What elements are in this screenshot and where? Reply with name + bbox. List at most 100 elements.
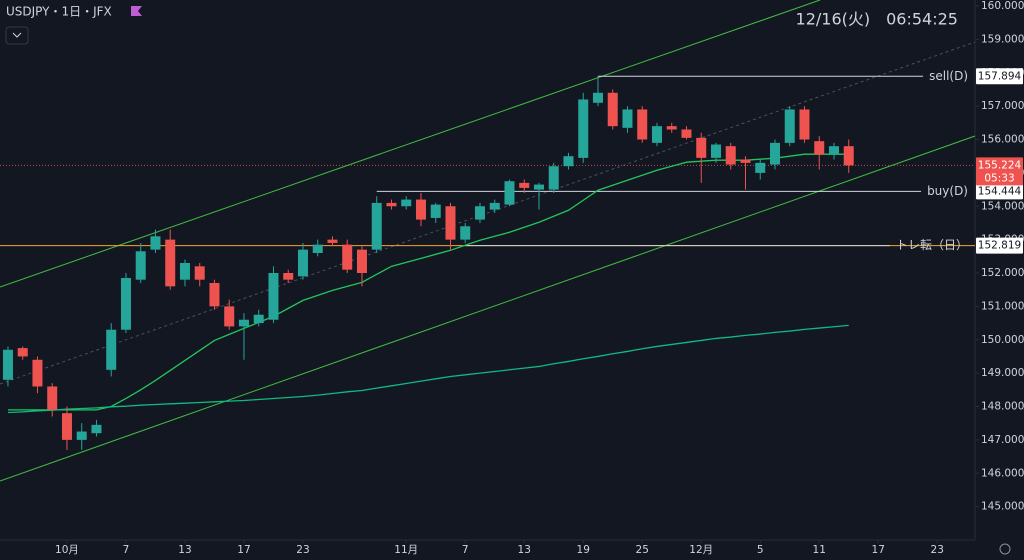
- price-tag: [976, 237, 1023, 254]
- x-tick-label: 23: [296, 544, 309, 556]
- y-tick-label: 157.000: [981, 100, 1024, 112]
- candle-body: [165, 239, 176, 287]
- y-tick-label: 152.000: [981, 267, 1024, 279]
- y-tick-label: 151.000: [981, 300, 1024, 312]
- candle-body: [445, 206, 456, 240]
- y-tick-label: 146.000: [981, 467, 1024, 479]
- candle-body: [769, 142, 780, 165]
- candle-body: [430, 204, 441, 218]
- price-tag-label: 152.819: [978, 240, 1021, 252]
- x-tick-label: 10月: [55, 544, 79, 556]
- candle-body: [179, 262, 190, 280]
- candle-body: [327, 239, 338, 243]
- candle-body: [224, 306, 235, 327]
- candle-body: [504, 181, 515, 205]
- x-tick-label: 11月: [394, 544, 418, 556]
- candle-body: [415, 199, 426, 220]
- candle-body: [592, 92, 603, 103]
- channel-lower: [0, 135, 976, 482]
- candle-body: [253, 314, 264, 324]
- y-tick-label: 149.000: [981, 367, 1024, 379]
- x-tick-label: 17: [872, 544, 885, 556]
- y-tick-label: 159.000: [981, 33, 1024, 45]
- x-tick-label: 11: [813, 544, 826, 556]
- candle-body: [637, 109, 648, 140]
- x-tick-label: 12月: [689, 544, 713, 556]
- candle-body: [533, 184, 544, 190]
- candle-body: [61, 413, 72, 440]
- candle-body: [740, 159, 751, 163]
- candle-body: [563, 156, 574, 167]
- price-tag-label: 154.444: [978, 185, 1022, 197]
- candle-body: [474, 206, 485, 220]
- x-tick-label: 23: [931, 544, 944, 556]
- candle-body: [710, 144, 721, 158]
- candle-body: [312, 244, 323, 253]
- last-price-label: 155.224: [978, 159, 1022, 171]
- moving-average: [7, 324, 849, 414]
- candle-body: [209, 283, 220, 307]
- candle-body: [622, 109, 633, 128]
- price-tag: [976, 68, 1023, 85]
- countdown: 05:33: [984, 172, 1014, 184]
- candle-body: [342, 244, 353, 270]
- y-tick-label: 145.000: [981, 501, 1024, 513]
- candle-body: [578, 99, 589, 158]
- channel-middle: [0, 41, 976, 385]
- collapse-button[interactable]: [5, 26, 29, 45]
- candle-body: [828, 146, 839, 155]
- candle-body: [91, 424, 102, 434]
- candle-body: [32, 359, 43, 387]
- y-tick-label: 154.000: [981, 200, 1024, 212]
- y-tick-label: 156.000: [981, 134, 1024, 146]
- last-price-tag: [976, 157, 1023, 186]
- symbol-title: USDJPY・1日・JFX: [6, 5, 112, 19]
- x-tick-label: 17: [237, 544, 250, 556]
- candle-body: [401, 199, 412, 207]
- candle-body: [681, 129, 692, 138]
- candle-body: [784, 109, 795, 143]
- x-tick-label: 19: [577, 544, 590, 556]
- candle-body: [371, 202, 382, 250]
- candle-body: [489, 202, 500, 210]
- flag-icon: [131, 6, 142, 16]
- candle-body: [194, 266, 205, 280]
- x-tick-label: 13: [178, 544, 191, 556]
- candle-body: [799, 109, 810, 140]
- candle-body: [651, 126, 662, 143]
- candle-body: [47, 386, 58, 410]
- y-tick-label: 147.000: [981, 434, 1024, 446]
- x-tick-label: 7: [123, 544, 130, 556]
- candle-body: [696, 137, 707, 158]
- channel-upper: [0, 0, 821, 288]
- candle-body: [755, 162, 766, 173]
- clock: 12/16(火) 06:54:25: [796, 10, 958, 29]
- chevron-icon: [12, 32, 22, 38]
- x-tick-label: 13: [518, 544, 531, 556]
- candle-body: [76, 431, 87, 440]
- candle-body: [135, 251, 146, 280]
- candle-body: [283, 273, 294, 280]
- candle-body: [548, 166, 559, 190]
- price-tag-label: 157.894: [978, 70, 1022, 82]
- candle-body: [297, 249, 308, 277]
- x-tick-label: 7: [462, 544, 469, 556]
- y-tick-label: 150.000: [981, 334, 1024, 346]
- candle-body: [843, 146, 854, 166]
- x-tick-label: 5: [757, 544, 764, 556]
- candle-body: [120, 278, 131, 330]
- level-label: トレ転（日）: [896, 238, 968, 252]
- candle-body: [814, 141, 825, 155]
- candle-body: [519, 182, 530, 188]
- candle-body: [460, 226, 471, 240]
- x-tick-label: 25: [636, 544, 649, 556]
- moving-average: [7, 153, 849, 411]
- candle-body: [150, 236, 161, 250]
- y-tick-label: 148.000: [981, 401, 1024, 413]
- candle-body: [725, 146, 736, 165]
- candle-body: [17, 348, 28, 357]
- settings-icon[interactable]: [999, 543, 1011, 555]
- candle-body: [666, 126, 677, 130]
